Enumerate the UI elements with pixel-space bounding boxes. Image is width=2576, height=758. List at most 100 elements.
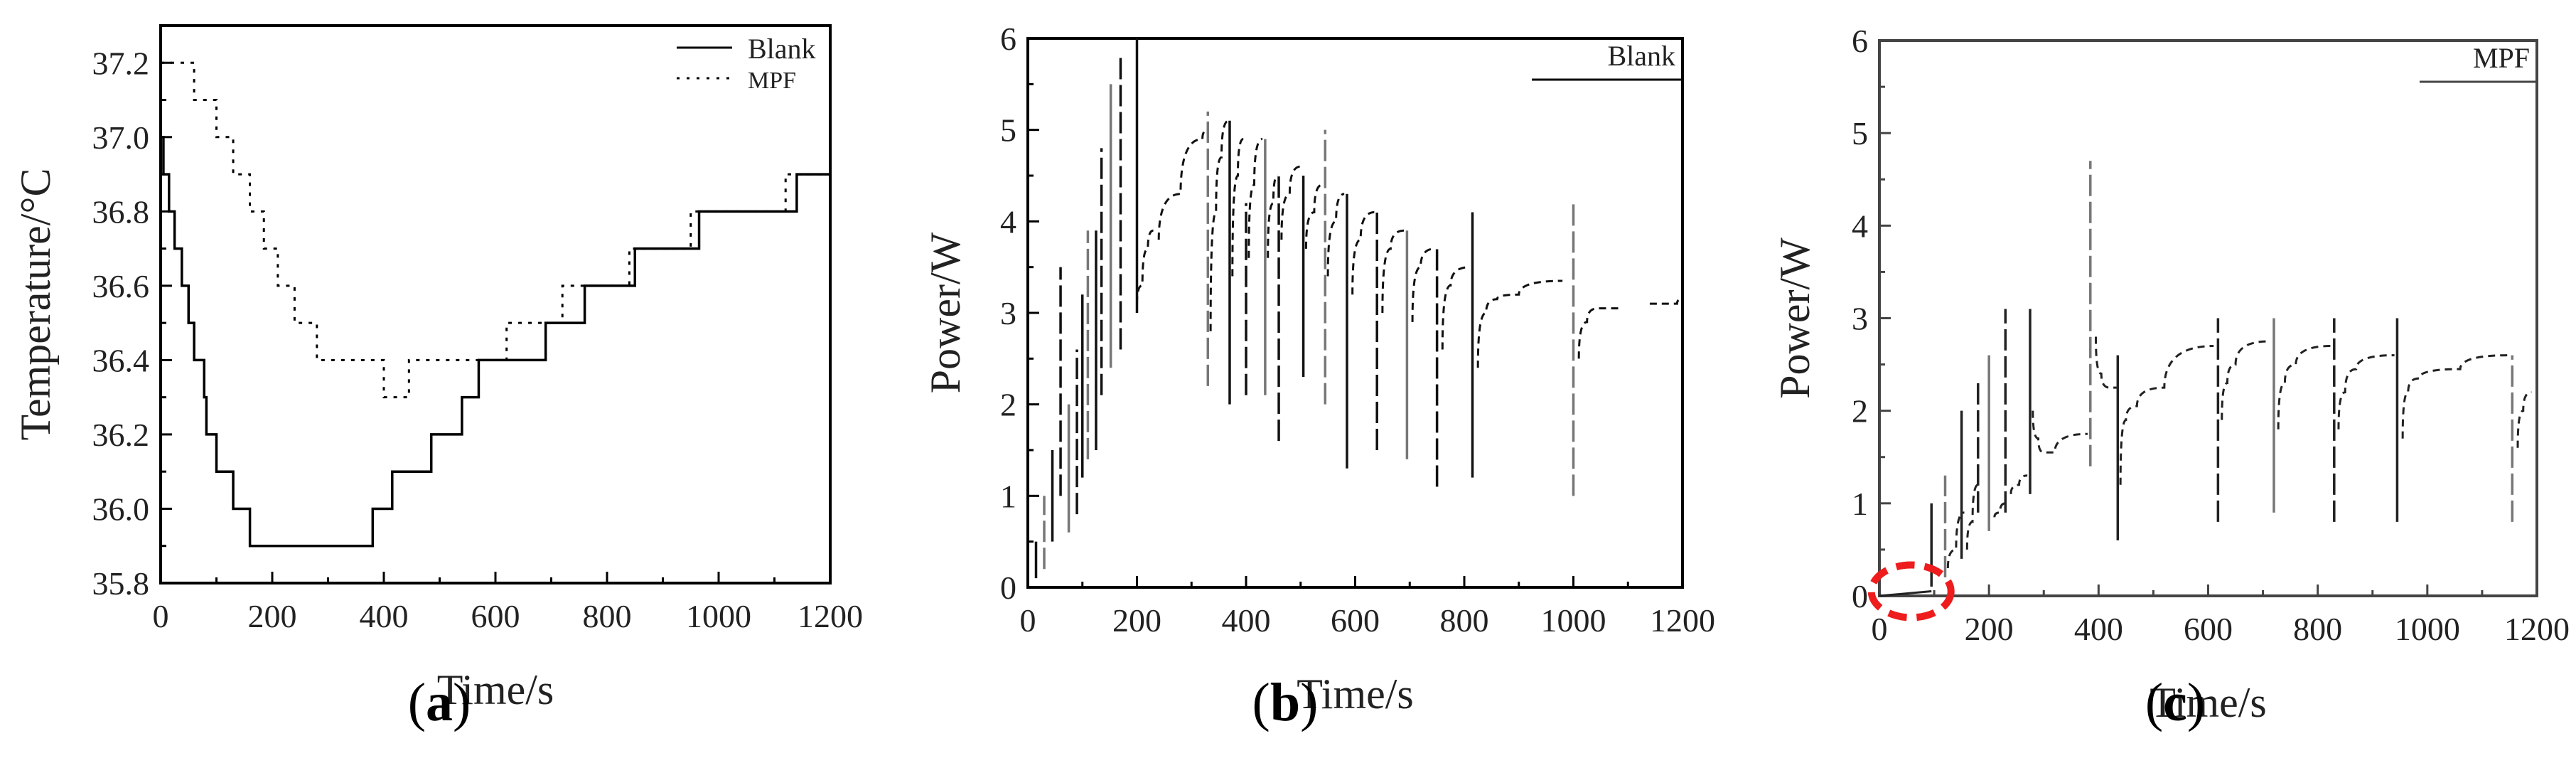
- recovery-curve: [1247, 138, 1263, 258]
- recovery-curve: [1649, 298, 1683, 305]
- recovery-curve: [1326, 193, 1345, 277]
- y-tick-label: 36.8: [92, 193, 150, 230]
- baseline-segment: [1879, 589, 1932, 597]
- y-tick-label: 6: [1852, 23, 1868, 59]
- recovery-curve: [2516, 391, 2532, 448]
- recovery-curve: [1209, 119, 1229, 331]
- plot-frame: [1026, 37, 1684, 589]
- y-tick-label: 5: [1000, 112, 1016, 149]
- x-tick-label: 0: [1020, 602, 1036, 639]
- panel-c: 0 200 400 600 800 1000 1200 0 1 2 3 4 5 6 Time/s Power/…: [1706, 0, 2576, 758]
- x-tick-label: 400: [1222, 602, 1271, 639]
- recovery-curve: [1993, 502, 2006, 518]
- x-tick-label: 600: [1331, 602, 1380, 639]
- recovery-curve: [2277, 345, 2331, 429]
- recovery-curve: [2119, 345, 2214, 485]
- y-tick-label: 0: [1852, 578, 1868, 614]
- y-tick-label: 37.2: [92, 45, 150, 81]
- x-tick-label: 1000: [686, 598, 751, 634]
- x-tick-label: 1200: [2504, 611, 2570, 647]
- y-axis: 35.8 36.0 36.2 36.4 36.6 36.8 37.0 37.2: [92, 45, 172, 602]
- x-tick-label: 800: [583, 598, 632, 634]
- legend: Blank: [1532, 40, 1683, 81]
- series-line-mpf: [161, 61, 830, 399]
- x-tick-label: 600: [2184, 611, 2233, 647]
- x-axis: 0 200 400 600 800 1000 1200: [1020, 576, 1715, 639]
- recovery-curve: [1577, 307, 1623, 359]
- red-dashed-ellipse-annotation: [1867, 561, 1955, 621]
- y-axis-title: Power/W: [922, 232, 969, 393]
- x-tick-label: 1000: [2395, 611, 2460, 647]
- legend: MPF: [2420, 42, 2537, 83]
- x-tick-label: 800: [2293, 611, 2342, 647]
- x-tick-label: 0: [1872, 611, 1888, 647]
- legend-label-mpf: MPF: [2473, 42, 2530, 74]
- y-tick-label: 1: [1000, 478, 1016, 514]
- legend-label-mpf: MPF: [748, 68, 796, 94]
- recovery-curve: [2337, 354, 2395, 429]
- y-tick-label: 1: [1852, 486, 1868, 522]
- y-axis-title: Power/W: [1771, 237, 1818, 399]
- recovery-curve: [1304, 183, 1323, 249]
- x-axis-title: Time/s: [437, 666, 554, 713]
- y-tick-label: 5: [1852, 115, 1868, 151]
- x-axis-title: Time/s: [2150, 679, 2267, 726]
- legend-label-blank: Blank: [748, 33, 816, 65]
- plot-frame: [159, 24, 832, 584]
- recovery-curve: [1231, 138, 1244, 277]
- x-tick-label: 200: [1112, 602, 1161, 639]
- legend: Blank MPF: [677, 33, 816, 94]
- x-tick-label: 1200: [1650, 602, 1715, 639]
- y-tick-label: 35.8: [92, 565, 150, 602]
- caption-b-letter: b: [1270, 673, 1301, 732]
- x-tick-label: 800: [1440, 602, 1489, 639]
- y-tick-label: 4: [1852, 208, 1868, 244]
- x-tick-label: 400: [360, 598, 409, 634]
- caption-a: (a): [407, 673, 471, 732]
- x-tick-label: 0: [153, 598, 169, 634]
- caption-c: (c): [2145, 673, 2206, 732]
- recovery-curve: [2032, 410, 2088, 454]
- x-axis: 0 200 400 600 800 1000 1200: [153, 572, 863, 634]
- y-axis: 0 1 2 3 4 5 6: [1852, 23, 1891, 614]
- y-tick-label: 3: [1852, 301, 1868, 337]
- y-tick-label: 36.4: [92, 342, 150, 378]
- plot-area: [161, 61, 830, 548]
- x-tick-label: 1000: [1541, 602, 1606, 639]
- chart-c-power-mpf: 0 200 400 600 800 1000 1200 0 1 2 3 4 5 6 Time/s Power/…: [1771, 23, 2570, 726]
- recovery-curve: [1965, 484, 1979, 550]
- legend-label-blank: Blank: [1607, 40, 1675, 72]
- recovery-curve: [1267, 174, 1279, 258]
- y-axis-title: Temperature/°C: [12, 169, 59, 441]
- plot-area: [1879, 161, 2532, 597]
- panel-b: 0 200 400 600 800 1000 1200 0 1 2 3 4 5 6 Time/s Power/…: [853, 0, 1715, 758]
- recovery-curve: [1476, 279, 1563, 368]
- series-line-blank: [161, 136, 830, 548]
- y-tick-label: 4: [1000, 203, 1016, 240]
- recovery-curve: [1411, 247, 1434, 322]
- chart-b-power-blank: 0 200 400 600 800 1000 1200 0 1 2 3 4 5 6 Time/s Power/…: [922, 21, 1715, 717]
- x-axis-title: Time/s: [1297, 671, 1414, 717]
- panel-a: 0 200 400 600 800 1000 1200 35.8 36.0 36.2 36.4 36.…: [0, 0, 863, 758]
- x-axis: 0 200 400 600 800 1000 1200: [1872, 584, 2570, 647]
- recovery-curve: [2094, 336, 2117, 389]
- recovery-curve: [1381, 229, 1405, 314]
- chart-a-temperature: 0 200 400 600 800 1000 1200 35.8 36.0 36.2 36.4 36.…: [12, 24, 863, 713]
- y-tick-label: 0: [1000, 570, 1016, 606]
- recovery-curve: [1351, 210, 1375, 295]
- recovery-curve: [1136, 229, 1154, 304]
- y-tick-label: 2: [1852, 393, 1868, 429]
- recovery-curve: [2221, 340, 2269, 420]
- x-tick-label: 1200: [798, 598, 863, 634]
- recovery-curve: [2401, 354, 2510, 439]
- recovery-curve: [1280, 165, 1301, 240]
- y-axis: 0 1 2 3 4 5 6: [1000, 21, 1039, 606]
- y-tick-label: 36.0: [92, 491, 150, 527]
- recovery-curve: [2009, 474, 2028, 494]
- x-tick-label: 200: [248, 598, 297, 634]
- caption-a-letter: a: [426, 673, 453, 732]
- y-tick-label: 36.2: [92, 417, 150, 453]
- x-tick-label: 600: [471, 598, 520, 634]
- caption-b: (b): [1252, 673, 1319, 732]
- y-tick-label: 36.6: [92, 268, 150, 304]
